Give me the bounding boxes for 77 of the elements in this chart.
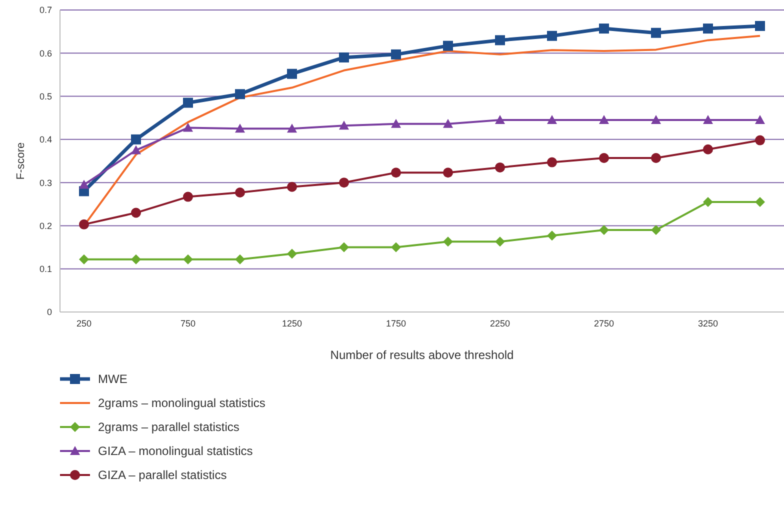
point	[703, 115, 713, 124]
point	[183, 192, 193, 202]
x-tick-label: 250	[76, 318, 92, 328]
point	[443, 236, 453, 247]
point	[703, 144, 713, 154]
point	[495, 35, 505, 46]
point	[703, 24, 713, 34]
x-tick-label: 750	[180, 318, 196, 328]
point	[287, 182, 297, 192]
legend-label: 2grams – monolingual statistics	[98, 396, 266, 410]
point	[651, 152, 661, 163]
legend-label: GIZA – monolingual statistics	[98, 444, 253, 458]
point	[443, 118, 453, 128]
legend-label: GIZA – parallel statistics	[98, 468, 227, 482]
point	[547, 230, 557, 241]
point	[79, 180, 89, 189]
point	[495, 115, 505, 124]
point	[755, 20, 765, 31]
x-tick-label: 1750	[386, 318, 406, 328]
point	[131, 145, 141, 154]
point	[131, 208, 141, 218]
point	[391, 49, 401, 60]
y-tick-label: 0.7	[39, 5, 52, 16]
point	[183, 122, 193, 132]
point	[599, 225, 609, 236]
y-tick-label: 0.4	[39, 134, 52, 145]
point	[131, 254, 141, 264]
point	[547, 115, 557, 124]
point	[235, 124, 245, 133]
y-axis-title: F-score	[14, 142, 27, 180]
point	[391, 168, 401, 178]
legend-label: MWE	[98, 372, 128, 386]
point	[183, 98, 193, 108]
point	[287, 248, 297, 259]
point	[651, 115, 661, 124]
point	[339, 52, 349, 62]
point	[183, 254, 193, 264]
point	[443, 40, 453, 51]
point	[235, 187, 245, 198]
point	[235, 89, 245, 100]
point	[339, 120, 349, 130]
x-tick-label: 2750	[594, 318, 614, 328]
y-tick-label: 0.5	[39, 91, 52, 102]
point	[443, 168, 453, 178]
x-tick-label: 2250	[490, 318, 510, 328]
y-tick-label: 0.6	[39, 48, 52, 58]
x-axis-title: Number of results above threshold	[330, 348, 514, 362]
point	[755, 115, 765, 124]
point	[703, 196, 713, 207]
point	[391, 118, 401, 128]
y-tick-label: 0.1	[39, 264, 52, 274]
point	[391, 242, 401, 252]
point	[755, 135, 765, 146]
point	[495, 162, 505, 172]
point	[547, 30, 557, 41]
point	[339, 242, 349, 252]
point	[131, 134, 141, 144]
point	[287, 68, 297, 79]
point	[79, 254, 89, 264]
point	[755, 196, 765, 207]
legend-label: 2grams – parallel statistics	[98, 420, 240, 434]
point	[599, 152, 609, 163]
y-tick-label: 0.2	[39, 220, 52, 231]
point	[235, 254, 245, 264]
y-tick-label: 0	[46, 307, 52, 318]
point	[599, 24, 609, 34]
point	[651, 225, 661, 236]
point	[547, 157, 557, 168]
point	[599, 115, 609, 124]
y-tick-label: 0.3	[39, 178, 52, 188]
point	[495, 236, 505, 247]
point	[79, 219, 89, 230]
x-tick-label: 1250	[282, 318, 302, 328]
point	[651, 28, 661, 38]
x-tick-label: 3250	[698, 318, 718, 328]
point	[287, 124, 297, 133]
point	[339, 178, 349, 188]
